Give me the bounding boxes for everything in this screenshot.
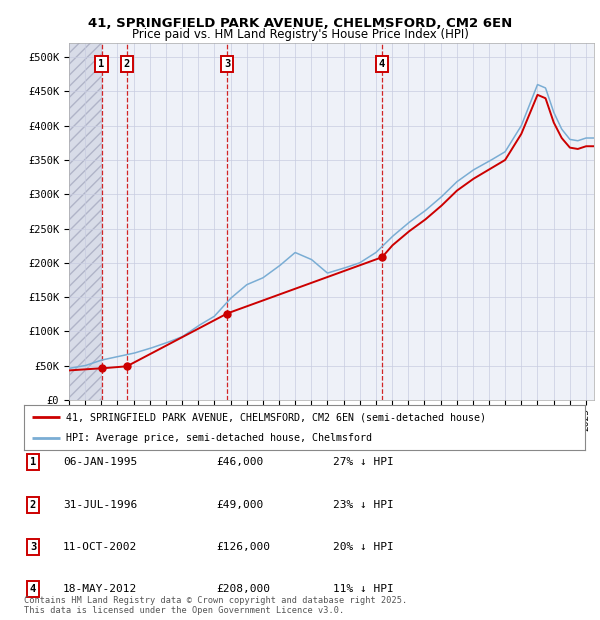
Text: Price paid vs. HM Land Registry's House Price Index (HPI): Price paid vs. HM Land Registry's House … — [131, 28, 469, 41]
Text: 27% ↓ HPI: 27% ↓ HPI — [333, 457, 394, 467]
Text: £46,000: £46,000 — [216, 457, 263, 467]
Text: 18-MAY-2012: 18-MAY-2012 — [63, 584, 137, 594]
Text: 3: 3 — [224, 59, 230, 69]
Text: 1: 1 — [98, 59, 104, 69]
Text: HPI: Average price, semi-detached house, Chelmsford: HPI: Average price, semi-detached house,… — [66, 433, 372, 443]
Text: 20% ↓ HPI: 20% ↓ HPI — [333, 542, 394, 552]
Text: £126,000: £126,000 — [216, 542, 270, 552]
Text: 41, SPRINGFIELD PARK AVENUE, CHELMSFORD, CM2 6EN (semi-detached house): 41, SPRINGFIELD PARK AVENUE, CHELMSFORD,… — [66, 412, 486, 422]
Text: 41, SPRINGFIELD PARK AVENUE, CHELMSFORD, CM2 6EN: 41, SPRINGFIELD PARK AVENUE, CHELMSFORD,… — [88, 17, 512, 30]
Text: 3: 3 — [30, 542, 36, 552]
Text: 31-JUL-1996: 31-JUL-1996 — [63, 500, 137, 510]
Text: Contains HM Land Registry data © Crown copyright and database right 2025.
This d: Contains HM Land Registry data © Crown c… — [24, 596, 407, 615]
Text: 23% ↓ HPI: 23% ↓ HPI — [333, 500, 394, 510]
Text: £49,000: £49,000 — [216, 500, 263, 510]
Text: £208,000: £208,000 — [216, 584, 270, 594]
Text: 11-OCT-2002: 11-OCT-2002 — [63, 542, 137, 552]
Text: 2: 2 — [124, 59, 130, 69]
Text: 06-JAN-1995: 06-JAN-1995 — [63, 457, 137, 467]
Text: 11% ↓ HPI: 11% ↓ HPI — [333, 584, 394, 594]
Bar — [69, 43, 101, 400]
Text: 1: 1 — [30, 457, 36, 467]
Text: 4: 4 — [379, 59, 385, 69]
Text: 4: 4 — [30, 584, 36, 594]
Text: 2: 2 — [30, 500, 36, 510]
